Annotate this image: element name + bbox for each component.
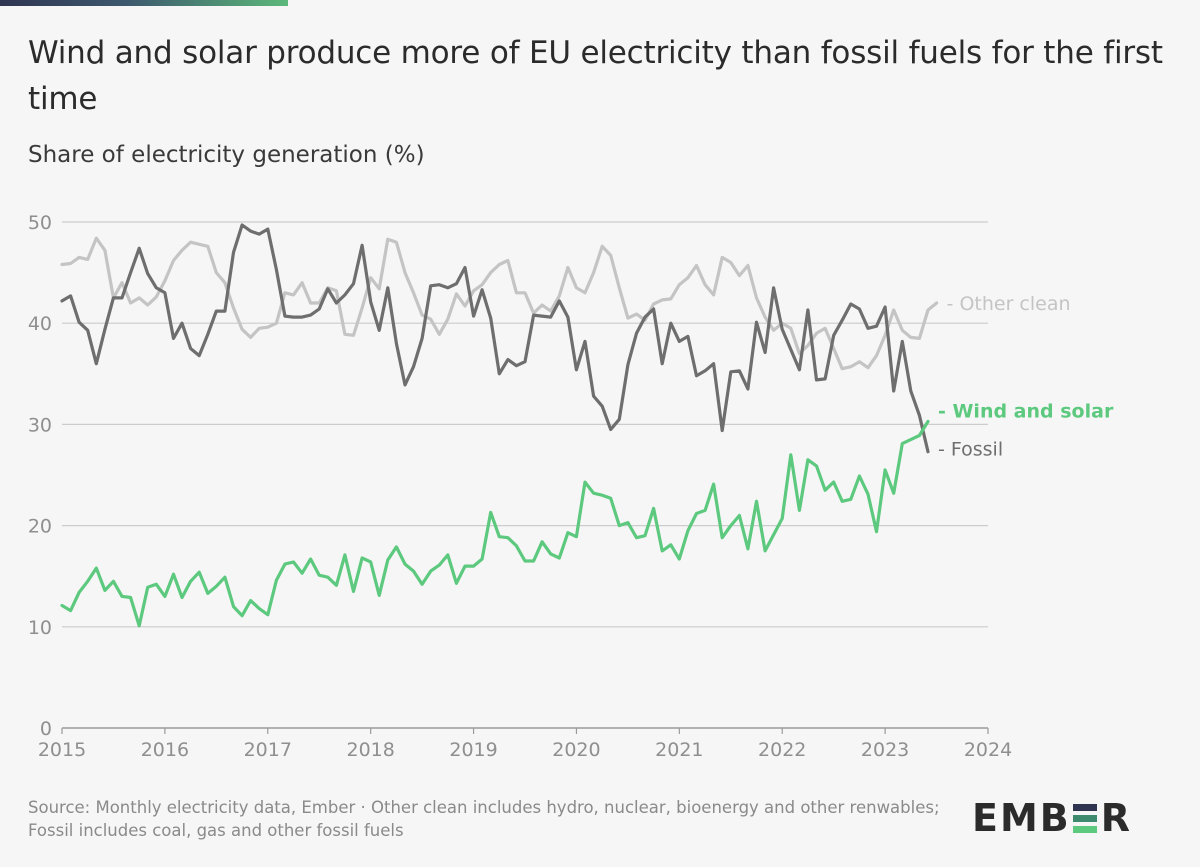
x-tick-label-2018: 2018: [346, 739, 394, 761]
y-tick-label-20: 20: [28, 516, 52, 538]
series-line-wind-and-solar: [60, 419, 930, 628]
y-tick-label-50: 50: [28, 212, 52, 234]
y-tick-label-30: 30: [28, 414, 52, 436]
x-tick-label-2019: 2019: [449, 739, 497, 761]
x-tick-label-2016: 2016: [141, 739, 189, 761]
y-tick-label-0: 0: [40, 718, 52, 740]
x-tick-label-2015: 2015: [38, 739, 86, 761]
x-tick-label-2023: 2023: [861, 739, 909, 761]
y-tick-label-10: 10: [28, 617, 52, 639]
series-label-other-clean: - Other clean: [947, 293, 1071, 315]
ember-logo: EMB R: [972, 796, 1132, 840]
chart-title: Wind and solar produce more of EU electr…: [28, 35, 1163, 117]
series-label-wind-and-solar: - Wind and solar: [938, 400, 1114, 422]
source-note: Source: Monthly electricity data, Ember …: [28, 798, 940, 840]
series-line-other-clean: [60, 236, 939, 371]
line-chart: 0 10 20 30 40 50 2015 2016 2017 2018 2019 2020 2021 2…: [28, 212, 1114, 761]
top-accent-bar: [0, 0, 288, 6]
x-tick-label-2022: 2022: [758, 739, 806, 761]
chart-subtitle: Share of electricity generation (%): [28, 142, 425, 168]
x-tick-label-2017: 2017: [244, 739, 292, 761]
logo-text-right: R: [1100, 796, 1133, 840]
series-label-fossil: - Fossil: [938, 439, 1003, 461]
x-tick-label-2021: 2021: [655, 739, 703, 761]
y-tick-label-40: 40: [28, 313, 52, 335]
x-tick-label-2020: 2020: [552, 739, 600, 761]
x-tick-label-2024: 2024: [964, 739, 1012, 761]
logo-text-left: EMB: [972, 796, 1071, 840]
logo-e-mark-icon: [1072, 803, 1097, 833]
series-line-fossil: [60, 223, 930, 454]
